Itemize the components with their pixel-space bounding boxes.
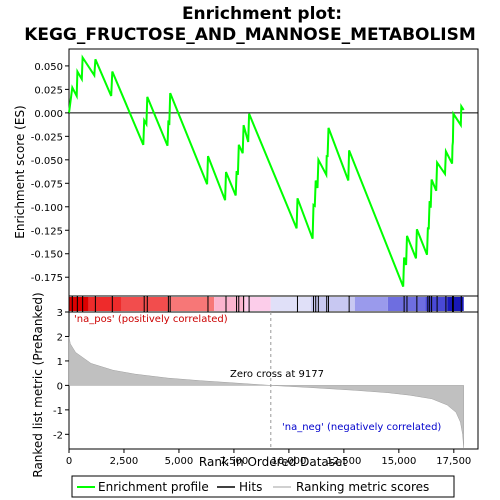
x-tick-label: 2,500 bbox=[110, 456, 139, 467]
rank-color-segment bbox=[214, 297, 245, 311]
x-tick-label: 10,000 bbox=[271, 456, 306, 467]
es-y-tick-label: 0.000 bbox=[34, 109, 63, 120]
rank-color-segment bbox=[425, 297, 448, 311]
metric-y-tick-label: 1 bbox=[57, 357, 63, 368]
rank-color-segment bbox=[167, 297, 215, 311]
metric-y-tick-label: 2 bbox=[57, 332, 63, 343]
es-y-tick-label: -0.175 bbox=[31, 273, 63, 284]
rank-color-segment bbox=[69, 297, 89, 311]
chart-title-line1: Enrichment plot: bbox=[182, 4, 342, 24]
es-y-tick-label: -0.150 bbox=[31, 250, 63, 261]
rank-color-segment bbox=[121, 297, 168, 311]
metric-y-tick-label: 0 bbox=[57, 381, 63, 392]
legend-box bbox=[71, 475, 455, 498]
rank-color-segment bbox=[447, 297, 464, 311]
rank-color-segment bbox=[354, 297, 388, 311]
pos-correlated-label: 'na_pos' (positively correlated) bbox=[74, 314, 228, 325]
chart-title-line2: KEGG_FRUCTOSE_AND_MANNOSE_METABOLISM bbox=[24, 25, 476, 45]
es-y-tick-label: 0.050 bbox=[34, 62, 63, 73]
es-y-tick-label: -0.125 bbox=[31, 226, 63, 237]
es-y-tick-label: -0.025 bbox=[31, 132, 63, 143]
x-tick-label: 15,000 bbox=[381, 456, 416, 467]
ranking-metric-area bbox=[68, 336, 464, 448]
legend-metric-label: Ranking metric scores bbox=[296, 480, 429, 494]
rank-color-segment bbox=[310, 297, 355, 311]
metric-y-tick-label: 3 bbox=[57, 308, 63, 319]
x-axis-label: Rank in Ordered Dataset bbox=[199, 455, 347, 469]
es-y-tick-label: -0.050 bbox=[31, 156, 63, 167]
x-tick-label: 7,500 bbox=[220, 456, 249, 467]
es-y-tick-label: -0.100 bbox=[31, 203, 63, 214]
es-y-tick-label: 0.025 bbox=[34, 85, 63, 96]
metric-y-tick-label: -2 bbox=[53, 430, 63, 441]
x-tick-label: 17,500 bbox=[436, 456, 471, 467]
rank-color-segment bbox=[244, 297, 271, 311]
es-y-tick-label: -0.075 bbox=[31, 179, 63, 190]
legend-hits-label: Hits bbox=[239, 480, 262, 494]
zero-cross-label: Zero cross at 9177 bbox=[230, 369, 324, 380]
enrichment-profile-line bbox=[68, 54, 465, 287]
rank-color-segment bbox=[88, 297, 122, 311]
rank-color-segment bbox=[270, 297, 311, 311]
metric-axis-label: Ranked list metric (PreRanked) bbox=[31, 292, 45, 477]
x-tick-label: 5,000 bbox=[165, 456, 194, 467]
x-tick-label: 12,500 bbox=[326, 456, 361, 467]
x-tick-label: 0 bbox=[66, 456, 72, 467]
es-axis-label: Enrichment score (ES) bbox=[13, 105, 27, 238]
legend-enrichment-label: Enrichment profile bbox=[98, 480, 209, 494]
neg-correlated-label: 'na_neg' (negatively correlated) bbox=[282, 422, 441, 433]
metric-y-tick-label: -1 bbox=[53, 406, 63, 417]
